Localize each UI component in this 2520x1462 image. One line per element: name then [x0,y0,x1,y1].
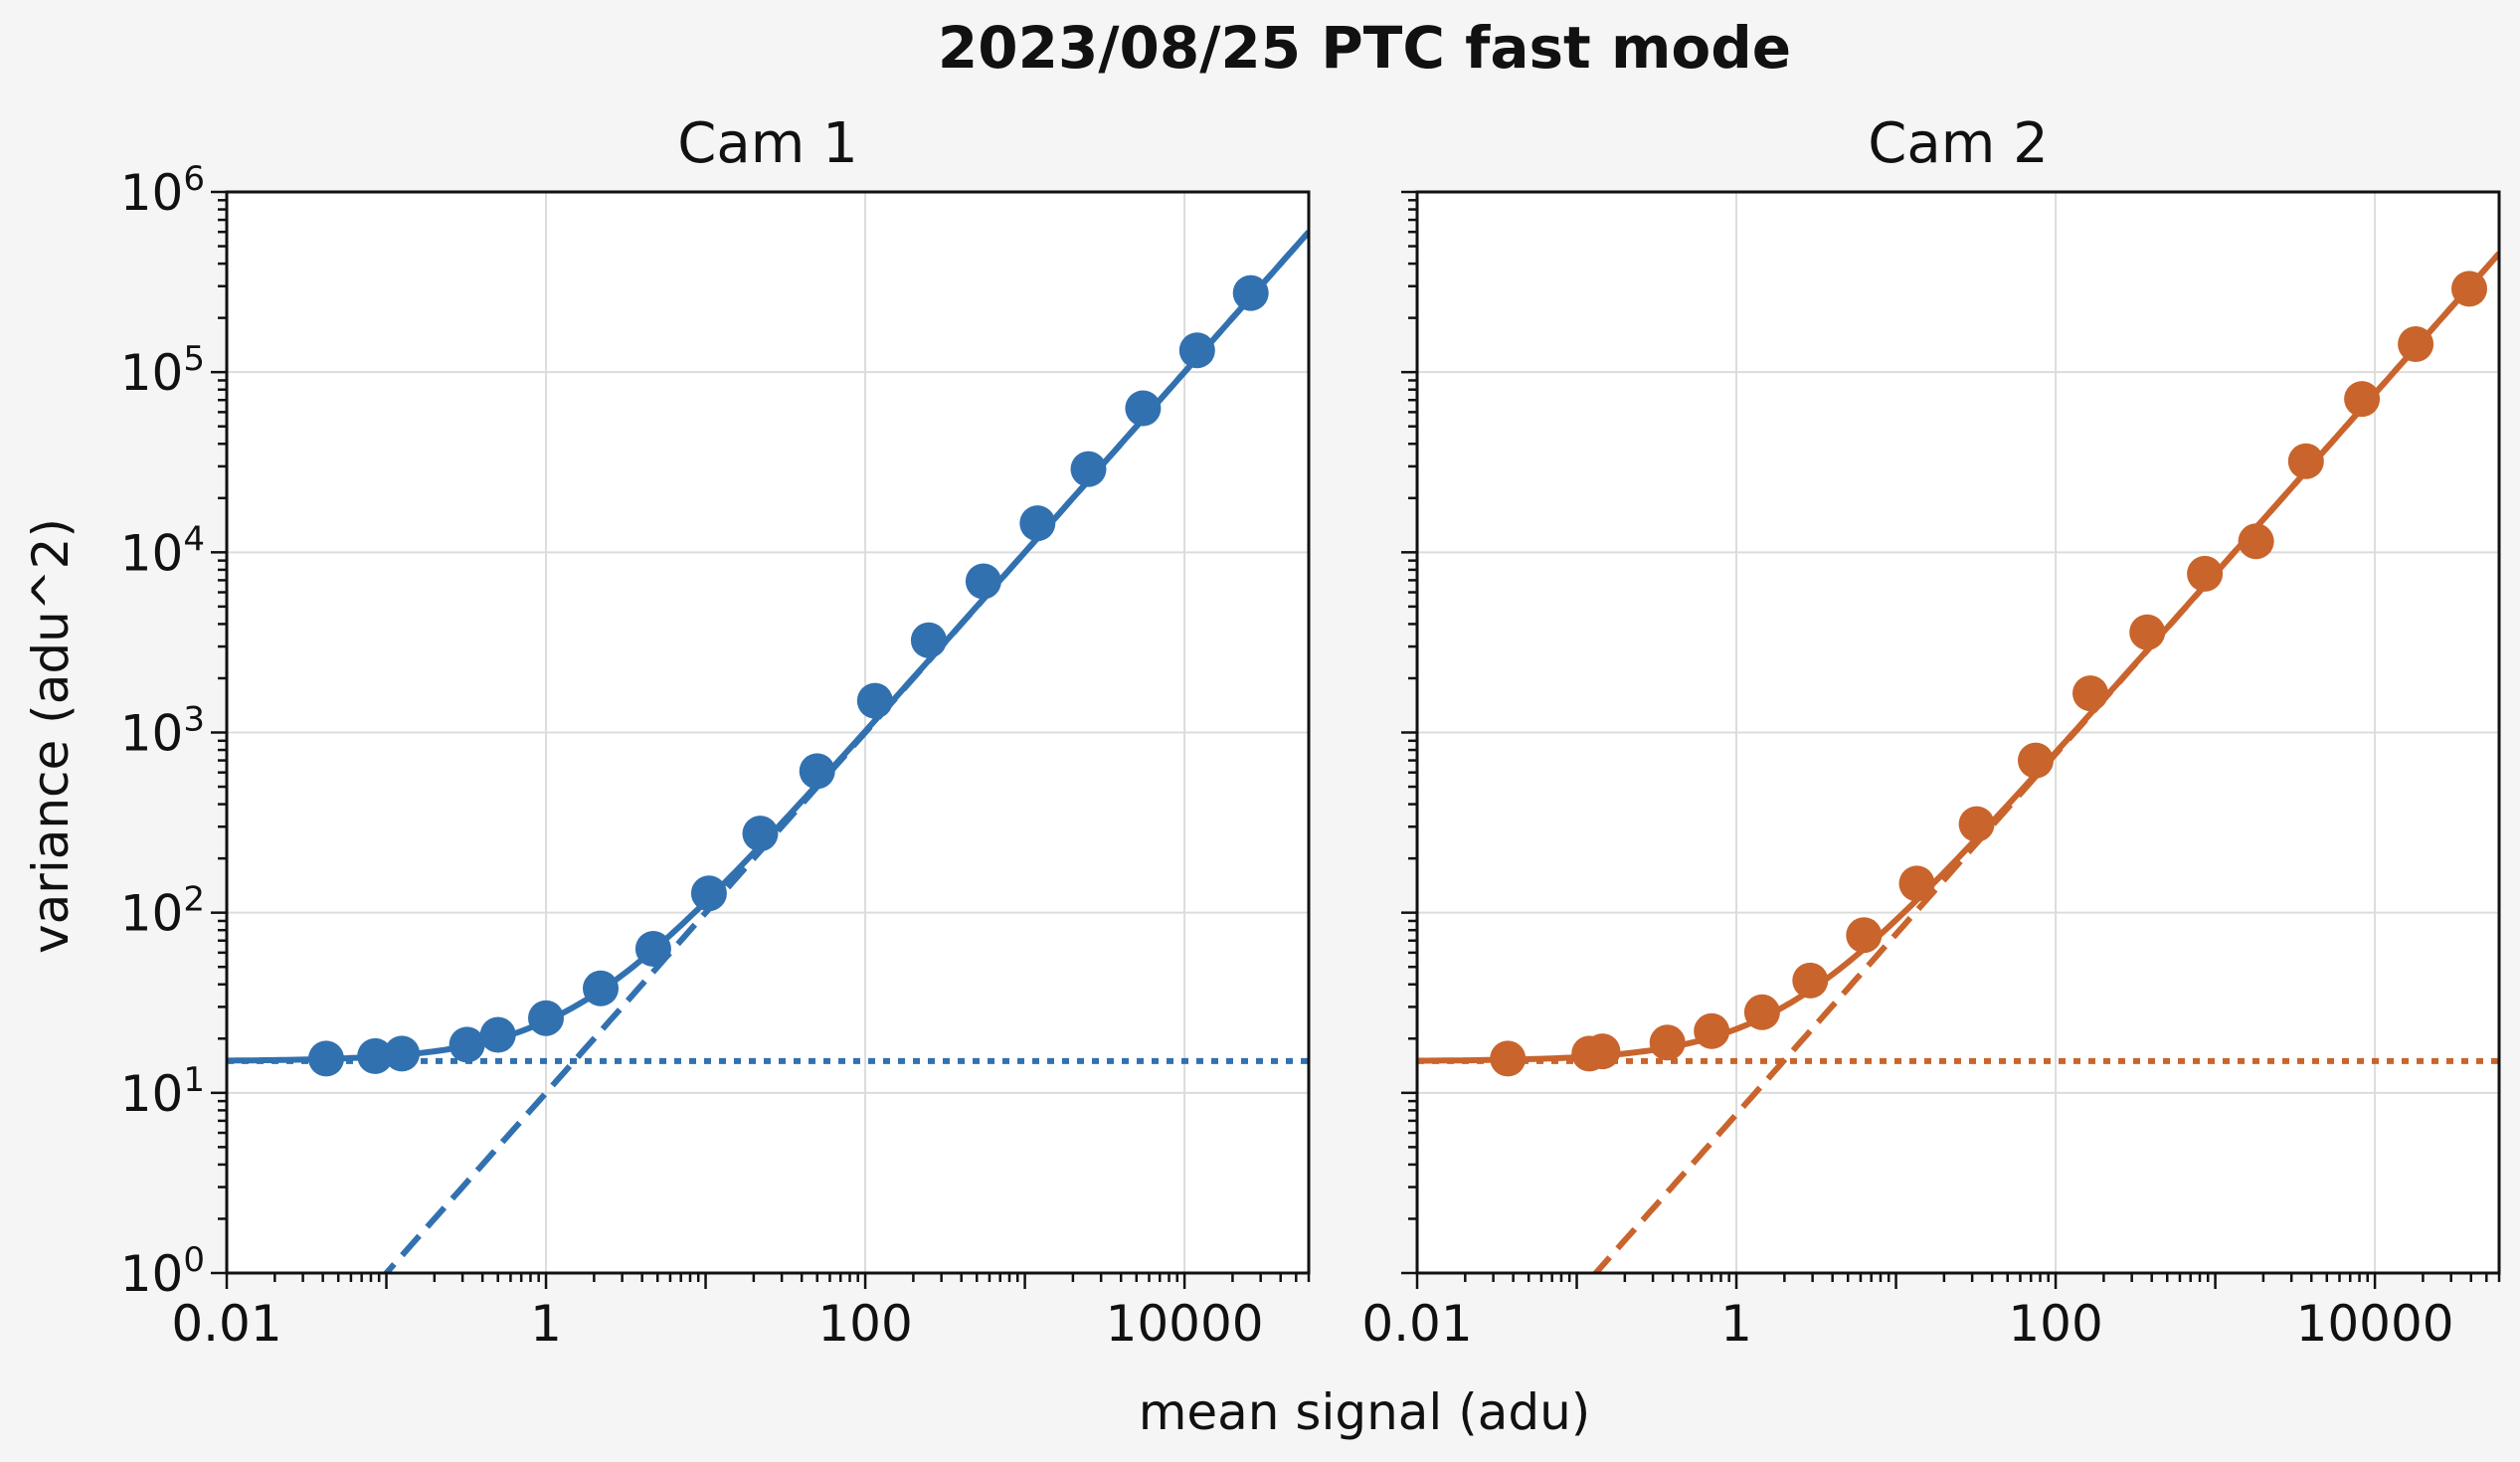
data-point [449,1026,485,1063]
data-point [384,1035,421,1072]
data-point [1232,274,1269,311]
panel-title: Cam 1 [677,111,857,176]
data-point [2287,443,2324,479]
data-points [1490,271,2487,1077]
x-tick-label: 100 [817,1295,912,1353]
data-point [634,931,671,967]
data-point [2072,675,2108,712]
x-tick-label: 100 [2008,1295,2102,1353]
data-point [910,622,947,658]
data-point [479,1016,516,1053]
data-point [1792,962,1829,999]
y-tick-label: 102 [120,880,205,943]
x-tick-label: 1 [530,1295,562,1353]
data-point [1070,451,1107,487]
data-point [2129,614,2166,650]
x-axis-label: mean signal (adu) [1139,1383,1591,1441]
data-point [1584,1033,1621,1070]
y-tick-label: 100 [120,1240,205,1303]
panel-2: Cam 2 0.01 1 100 10000 [1361,111,2501,1353]
data-point [1846,917,1883,954]
plot-frame [225,190,1311,1275]
data-point [1649,1024,1686,1061]
data-point [2451,271,2487,307]
data-point [357,1037,394,1074]
data-point [583,970,619,1006]
panel-title: Cam 2 [1868,111,2048,176]
data-point [1898,865,1935,902]
data-point [2238,523,2274,560]
data-point [965,563,1001,600]
data-point [1958,806,1995,842]
data-point [690,875,727,912]
y-tick-label: 104 [120,519,205,582]
data-point [1125,390,1162,427]
data-point [2344,381,2381,418]
data-point [1019,505,1056,542]
x-tick-label: 10000 [1106,1295,1264,1353]
data-point [1178,332,1215,369]
data-point [856,682,893,719]
y-tick-label: 103 [120,700,205,763]
shot-noise-line [1591,251,2499,1273]
x-tick-label: 10000 [2296,1295,2454,1353]
figure-title: 2023/08/25 PTC fast mode [938,14,1791,82]
data-point [799,753,835,790]
data-point [1743,994,1780,1030]
data-point [2018,742,2054,779]
data-points [308,274,1269,1077]
y-tick-label: 106 [120,159,205,222]
x-tick-label: 0.01 [1361,1295,1472,1353]
data-point [1490,1040,1527,1077]
data-point [742,816,779,852]
plot-frame [1415,190,2501,1275]
y-tick-label: 101 [120,1060,205,1123]
data-point [2187,555,2224,592]
y-axis-label: variance (adu^2) [22,518,80,954]
y-tick-label: 105 [120,339,205,402]
data-point [308,1040,344,1077]
panels: Cam 10.01 1 100 10000100101102103104105106C… [120,111,2501,1353]
x-tick-label: 1 [1720,1295,1752,1353]
data-point [2398,326,2434,362]
data-point [528,1000,564,1036]
panel-1: Cam 1 0.01 1 100 10000 100 101 102 103 104 105 106 [120,111,1311,1353]
x-tick-label: 0.01 [171,1295,281,1353]
data-point [1694,1012,1730,1049]
